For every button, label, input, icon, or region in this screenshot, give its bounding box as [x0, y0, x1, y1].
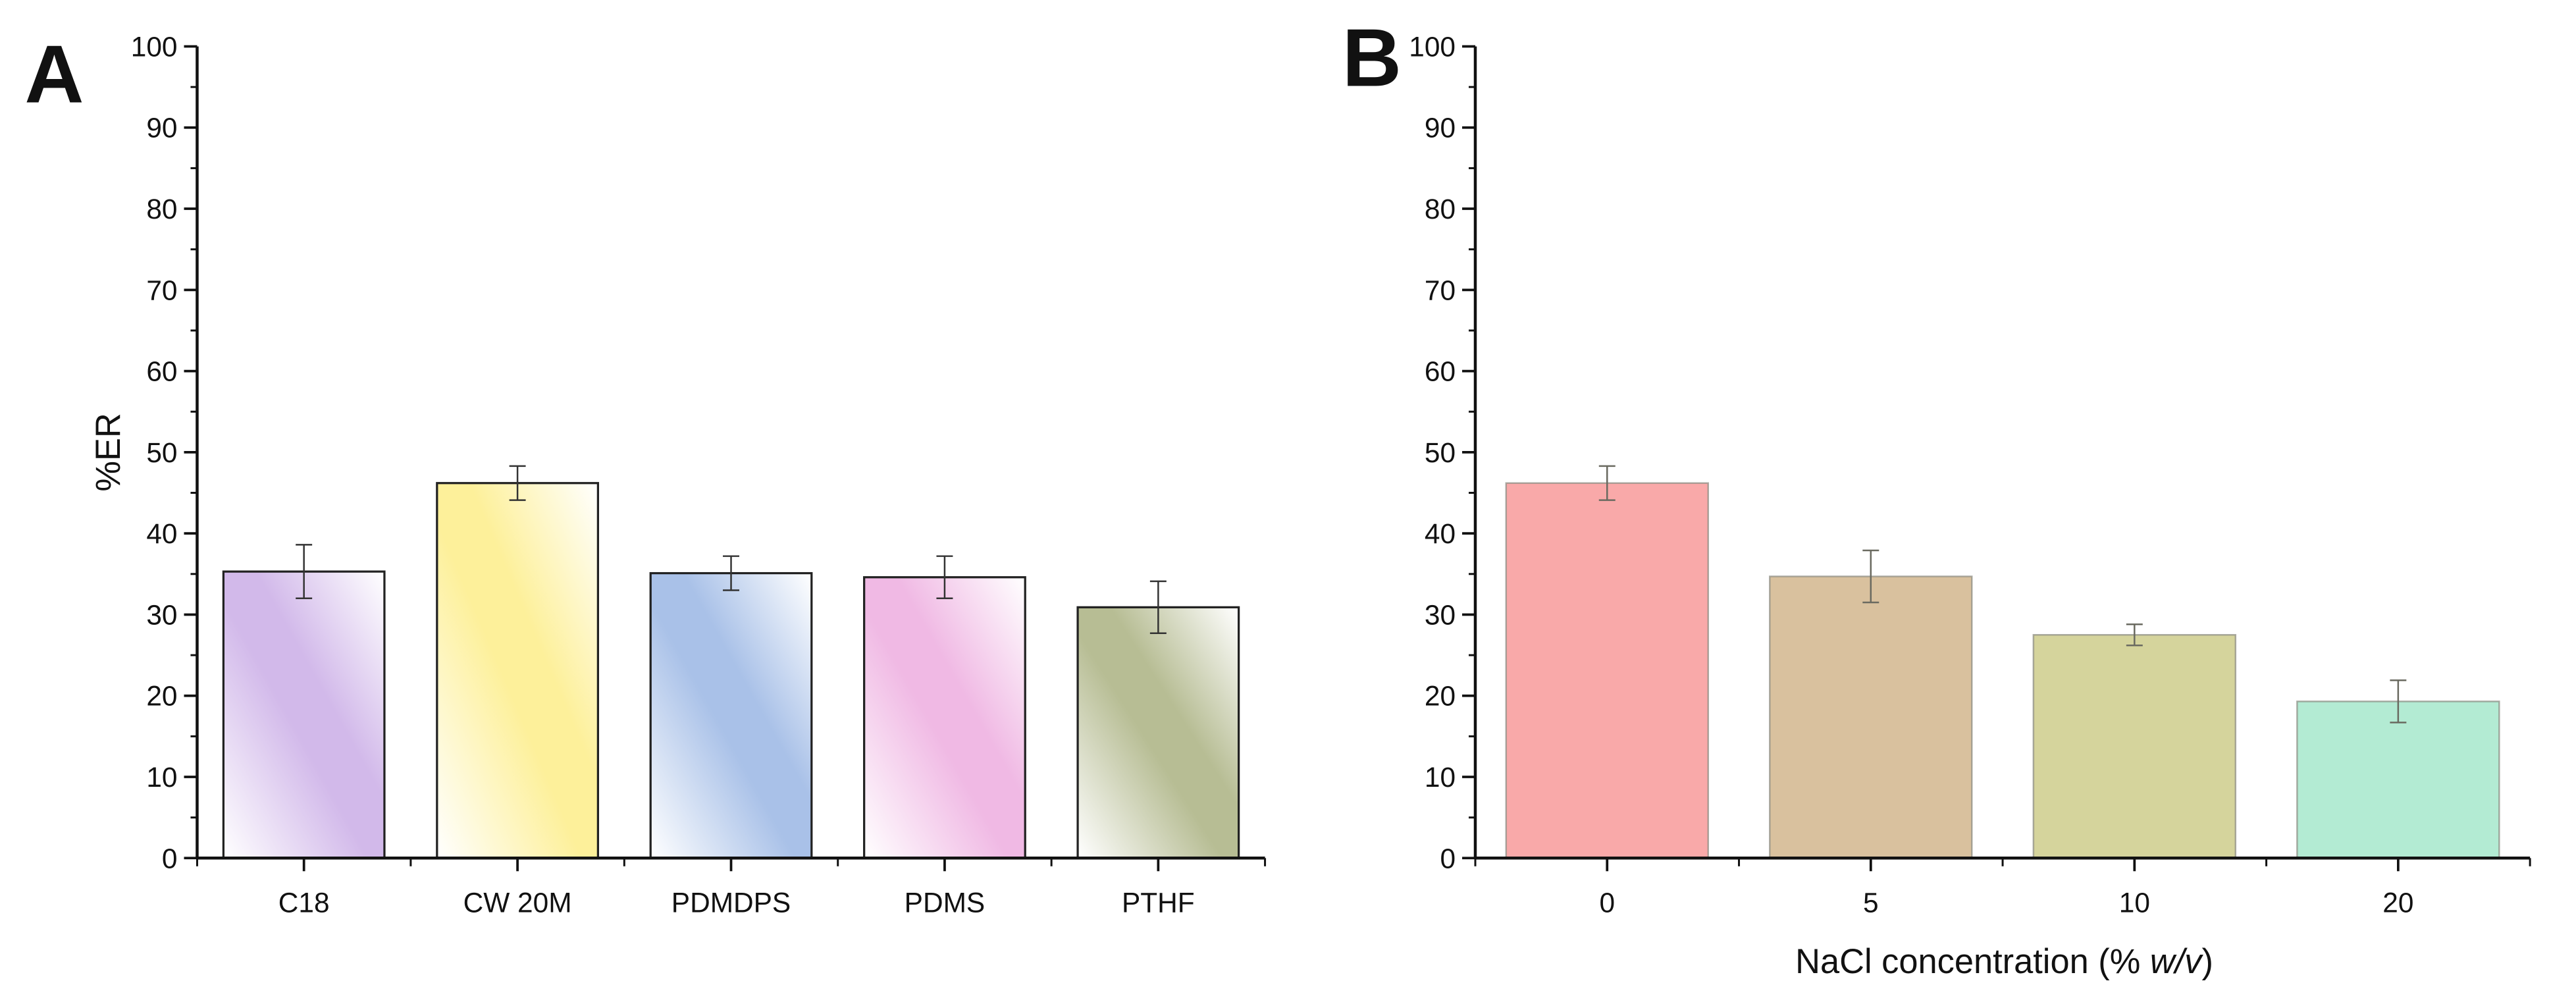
y-tick-label: 10	[146, 762, 177, 793]
y-tick-label: 90	[1425, 113, 1456, 144]
x-tick-label: 10	[2119, 888, 2150, 918]
y-tick-label: 80	[146, 194, 177, 225]
y-tick-label: 100	[131, 31, 178, 62]
y-axis-label-a: %ER	[90, 413, 128, 491]
bar	[436, 482, 599, 859]
bar	[649, 571, 813, 859]
x-tick-label: PDMDPS	[671, 888, 791, 918]
bar	[222, 570, 386, 859]
panel-label-a: A	[24, 28, 84, 120]
bar	[1769, 575, 1973, 859]
x-tick-label: CW 20M	[463, 888, 572, 918]
panel-label-b: B	[1342, 12, 1402, 103]
bar	[1505, 482, 1709, 859]
y-tick-label: 50	[146, 437, 177, 468]
y-tick-label: 0	[162, 843, 178, 874]
x-tick-label: C18	[278, 888, 330, 918]
y-tick-label: 100	[1409, 31, 1456, 62]
x-tick-label: PDMS	[905, 888, 986, 918]
x-axis-label-b: NaCl concentration (% w/v)	[1795, 943, 2213, 981]
bar	[863, 576, 1026, 859]
y-tick-label: 40	[1425, 518, 1456, 549]
x-tick-label: PTHF	[1122, 888, 1195, 918]
y-tick-label: 50	[1425, 437, 1456, 468]
bar	[2296, 701, 2500, 859]
y-tick-label: 70	[1425, 275, 1456, 305]
chart-a: C18 CW 20M PDMDPS PDMS PTHF 0 10 20 30 40 50 60 70 80…	[131, 31, 1267, 918]
x-tick-label: 5	[1863, 888, 1879, 918]
y-tick-label: 70	[146, 275, 177, 305]
y-tick-label: 60	[1425, 356, 1456, 387]
bar	[2032, 634, 2237, 859]
x-tick-label: 0	[1599, 888, 1615, 918]
y-tick-label: 20	[146, 681, 177, 712]
bar	[1076, 606, 1240, 859]
y-tick-label: 40	[146, 518, 177, 549]
chart-b: 0 5 10 20 0 10 20 30 40 50 60 70 80 90 100	[1409, 31, 2531, 918]
x-tick-label: 20	[2382, 888, 2413, 918]
y-tick-label: 10	[1425, 762, 1456, 793]
y-tick-label: 20	[1425, 681, 1456, 712]
y-tick-label: 30	[146, 599, 177, 630]
y-tick-label: 0	[1440, 843, 1456, 874]
y-tick-label: 30	[1425, 599, 1456, 630]
y-tick-label: 80	[1425, 194, 1456, 225]
y-tick-label: 90	[146, 113, 177, 144]
y-tick-label: 60	[146, 356, 177, 387]
